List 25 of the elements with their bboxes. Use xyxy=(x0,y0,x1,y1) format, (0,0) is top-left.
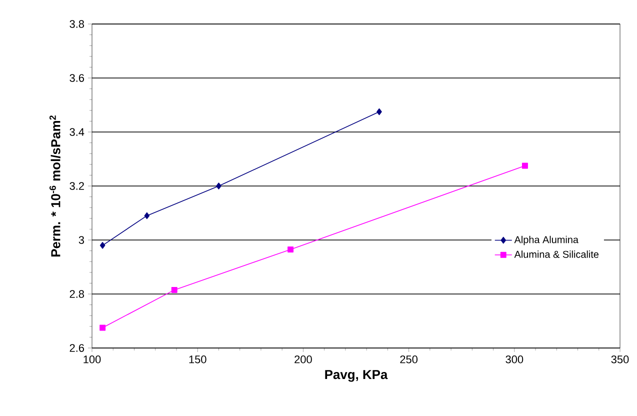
x-tick-label: 300 xyxy=(506,356,524,364)
point xyxy=(376,108,382,116)
y-tick-label: 3.6 xyxy=(70,74,84,82)
point xyxy=(144,212,150,220)
point xyxy=(171,286,178,293)
y-tick-label: 3 xyxy=(78,236,84,244)
point xyxy=(216,182,222,190)
legend-label: Alpha Alumina xyxy=(514,236,578,246)
x-tick-label: 350 xyxy=(611,356,629,364)
x-tick-label: 200 xyxy=(294,356,312,364)
point xyxy=(288,246,294,252)
y-tick-label: 3.8 xyxy=(70,20,84,28)
point xyxy=(522,162,528,169)
legend-label: Alumina & Silicalite xyxy=(514,250,599,258)
y-tick-label: 3.2 xyxy=(70,182,84,190)
point xyxy=(100,242,106,249)
y-tick-label: 3.4 xyxy=(70,128,84,136)
y-tick-label: 2.8 xyxy=(70,290,84,298)
x-tick-label: 150 xyxy=(189,356,206,364)
x-tick-label: 100 xyxy=(84,356,101,364)
y-axis-title: Perm. * 10$^{-6}$ mol/sPam$^{2}$ xyxy=(50,116,60,256)
y-tick-label: 2.6 xyxy=(70,344,84,352)
point xyxy=(100,324,106,331)
x-tick-label: 250 xyxy=(400,356,418,364)
x-axis-title: Pavg, KPa xyxy=(325,370,388,382)
